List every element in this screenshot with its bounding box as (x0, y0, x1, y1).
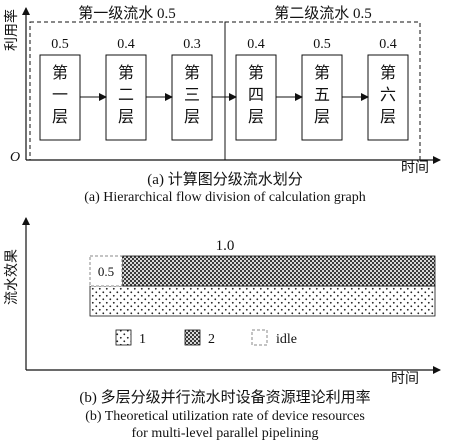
layer-label-char: 第 (314, 64, 330, 82)
caption-a-en: (a) Hierarchical flow division of calcul… (84, 190, 365, 205)
stage-group-label-1: 第一级流水 0.5 (78, 4, 176, 22)
legend-label-dotted: 1 (139, 332, 146, 347)
bottom-y-axis-label: 流水效果 (4, 249, 20, 305)
layer-label-char: 层 (184, 109, 200, 126)
layer-utilization-6: 0.4 (379, 37, 397, 52)
layer-label-char: 层 (52, 109, 68, 126)
stage-group-label-2: 第二级流水 0.5 (274, 4, 372, 22)
stage-group-frame-2 (224, 21, 421, 161)
layer-label-char: 第 (248, 64, 264, 82)
layer-label-char: 第 (380, 64, 396, 82)
layer-label-char: 第 (118, 64, 134, 82)
caption-b-en-2: for multi-level parallel pipelining (132, 426, 319, 441)
layer-box-4 (235, 54, 277, 141)
caption-b-cn: (b) 多层分级并行流水时设备资源理论利用率 (79, 389, 370, 406)
layer-utilization-1: 0.5 (51, 37, 69, 52)
layer-box-6 (367, 54, 409, 141)
legend-swatch-dotted (115, 329, 132, 346)
value-top: 1.0 (216, 238, 235, 254)
layer-label-char: 第 (52, 64, 68, 82)
layer-label-char: 第 (184, 64, 200, 82)
layer-label-char: 六 (380, 86, 396, 104)
layer-label-char: 一 (52, 87, 68, 104)
stage-group-frame-1 (29, 21, 226, 161)
bar-layer-2 (121, 255, 436, 287)
legend-label-idle: idle (276, 332, 297, 347)
layer-label-char: 层 (380, 109, 396, 126)
layer-label-char: 四 (248, 87, 264, 104)
caption-b-en-1: (b) Theoretical utilization rate of devi… (85, 409, 365, 424)
layer-label-char: 层 (118, 109, 134, 126)
bar-layer-1 (89, 285, 436, 317)
legend-swatch-idle (251, 329, 268, 346)
legend-label-crosshatch: 2 (208, 332, 215, 347)
layer-utilization-4: 0.4 (247, 37, 265, 52)
layer-utilization-2: 0.4 (117, 37, 135, 52)
layer-label-char: 五 (314, 87, 330, 104)
layer-box-1 (39, 54, 81, 141)
part-b: 流水效果 时间 1.0 0.5 1 2 idle (b) 多层分级并行流水时设备… (4, 217, 441, 441)
top-origin-label: O (10, 150, 20, 165)
idle-box (89, 255, 123, 287)
layer-box-5 (301, 54, 343, 141)
value-idle: 0.5 (98, 264, 114, 279)
layer-label-char: 二 (118, 87, 134, 104)
layer-label-char: 层 (248, 109, 264, 126)
bottom-x-axis-label: 时间 (391, 371, 419, 387)
caption-a-cn: (a) 计算图分级流水划分 (147, 170, 302, 188)
legend-swatch-crosshatch (184, 329, 201, 346)
layer-utilization-5: 0.5 (313, 37, 331, 52)
layer-label-char: 层 (314, 109, 330, 126)
top-x-axis-label: 时间 (401, 160, 429, 176)
layer-box-3 (171, 54, 213, 141)
part-a: 利用率 O 时间 第一级流水 0.5 第二级流水 0.5 0.5第一层0.4第二… (3, 4, 441, 205)
layer-label-char: 三 (184, 87, 200, 104)
top-y-axis-label: 利用率 (3, 9, 20, 51)
layer-utilization-3: 0.3 (183, 37, 201, 52)
